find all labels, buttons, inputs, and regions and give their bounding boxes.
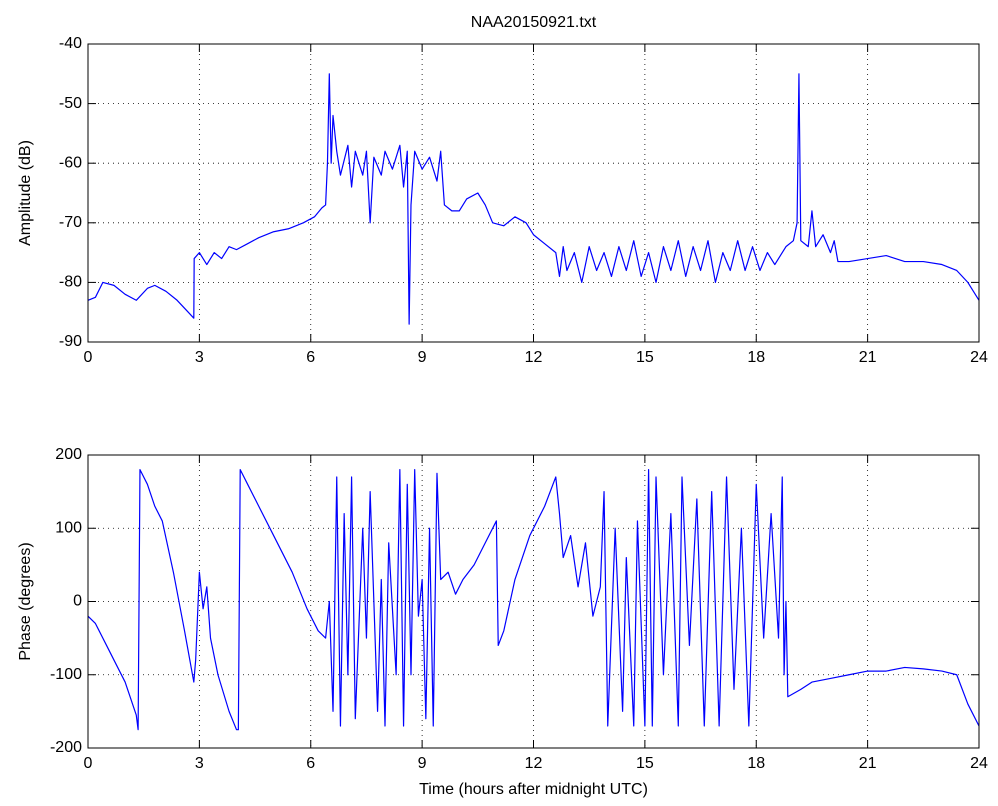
y-tick-label: 100 (55, 519, 82, 536)
plot-area (88, 44, 979, 342)
x-tick-label: 6 (306, 349, 315, 366)
y-axis-label: Phase (degrees) (17, 542, 34, 660)
x-tick-label: 3 (195, 755, 204, 772)
y-tick-label: 200 (55, 446, 82, 463)
x-tick-label: 3 (195, 349, 204, 366)
x-tick-label: 12 (525, 349, 543, 366)
y-tick-label: -90 (59, 333, 82, 350)
y-tick-label: 0 (73, 593, 82, 610)
x-tick-label: 12 (525, 755, 543, 772)
x-axis-label: Time (hours after midnight UTC) (419, 781, 648, 798)
x-tick-label: 21 (859, 349, 877, 366)
y-tick-label: -100 (50, 666, 82, 683)
x-tick-label: 0 (84, 755, 93, 772)
x-tick-label: 15 (636, 755, 654, 772)
axes-frame (87, 43, 980, 343)
data-line (87, 73, 980, 325)
y-tick-label: -50 (59, 95, 82, 112)
x-tick-label: 9 (418, 349, 427, 366)
y-tick-label: -80 (59, 274, 82, 291)
x-tick-label: 15 (636, 349, 654, 366)
x-tick-label: 24 (970, 349, 988, 366)
y-tick-label: -70 (59, 214, 82, 231)
x-tick-label: 9 (418, 755, 427, 772)
x-tick-label: 18 (747, 349, 765, 366)
x-tick-label: 18 (747, 755, 765, 772)
chart-title: NAA20150921.txt (471, 14, 597, 31)
y-tick-label: -60 (59, 154, 82, 171)
axes-frame (87, 454, 980, 749)
y-tick-label: -40 (59, 35, 82, 52)
x-tick-label: 24 (970, 755, 988, 772)
x-tick-label: 21 (859, 755, 877, 772)
y-tick-label: -200 (50, 739, 82, 756)
y-axis-label: Amplitude (dB) (17, 140, 34, 246)
x-tick-label: 0 (84, 349, 93, 366)
data-line (87, 469, 980, 731)
x-tick-label: 6 (306, 755, 315, 772)
